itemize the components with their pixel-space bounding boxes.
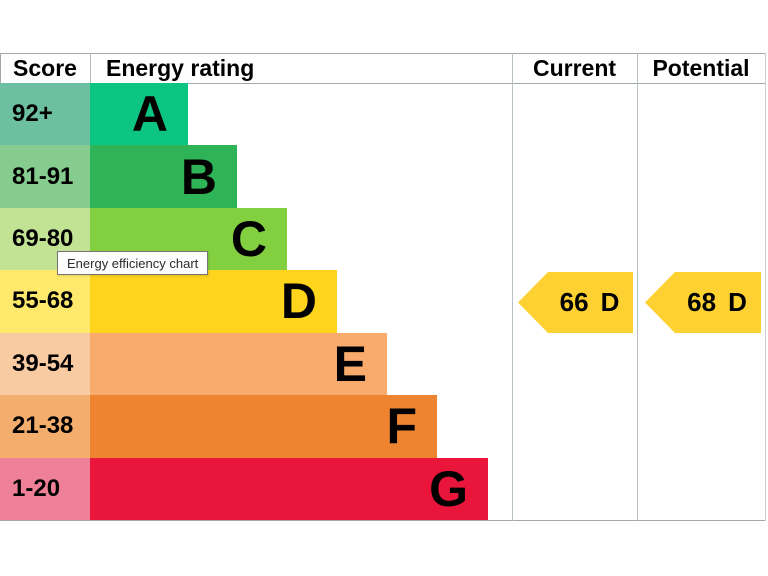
rating-bands: 92+ A 81-91 B 69-80 C 55-68 D (0, 83, 766, 520)
divider (637, 53, 638, 521)
band-row-g: 1-20 G (0, 457, 766, 520)
band-row-b: 81-91 B (0, 145, 766, 208)
score-range-a: 92+ (0, 83, 90, 146)
current-column-header: Current (532, 55, 617, 81)
divider (0, 83, 766, 84)
score-range-c: 69-80 (0, 207, 90, 271)
band-bar-g: G (90, 457, 488, 520)
score-range-e: 39-54 (0, 332, 90, 396)
current-rating-value: 66 (559, 287, 589, 317)
rating-table: Score Energy rating Current Potential 92… (0, 53, 766, 521)
band-row-e: 39-54 E (0, 332, 766, 396)
potential-rating-grade: D (728, 287, 747, 317)
grade-letter-g: G (429, 460, 468, 517)
tooltip-text: Energy efficiency chart (67, 255, 199, 271)
grade-letter-c: C (230, 211, 267, 268)
divider (765, 53, 766, 521)
band-bar-a: A (90, 83, 188, 146)
grade-letter-b: B (180, 148, 217, 205)
band-bar-f: F (90, 395, 437, 458)
energy-rating-column-header: Energy rating (106, 55, 255, 81)
divider (512, 53, 513, 521)
divider (0, 53, 766, 54)
divider (90, 53, 91, 83)
grade-letter-e: E (333, 335, 367, 392)
grade-letter-d: D (280, 273, 317, 330)
score-range-f: 21-38 (0, 395, 90, 458)
band-row-f: 21-38 F (0, 395, 766, 458)
score-range-d: 55-68 (0, 270, 90, 333)
band-row-d: 55-68 D (0, 270, 766, 333)
band-row-a: 92+ A (0, 83, 766, 146)
hover-tooltip: Energy efficiency chart (57, 251, 209, 275)
band-bar-d: D (90, 270, 337, 333)
grade-letter-a: A (131, 86, 168, 143)
score-column-header: Score (13, 55, 77, 81)
divider (0, 520, 766, 521)
score-range-g: 1-20 (0, 457, 90, 520)
score-range-b: 81-91 (0, 145, 90, 208)
band-bar-e: E (90, 332, 387, 396)
potential-column-header: Potential (652, 55, 750, 81)
grade-letter-f: F (386, 398, 417, 455)
band-bar-b: B (90, 145, 237, 208)
current-rating-grade: D (600, 287, 620, 317)
potential-rating-value: 68 (687, 287, 717, 317)
